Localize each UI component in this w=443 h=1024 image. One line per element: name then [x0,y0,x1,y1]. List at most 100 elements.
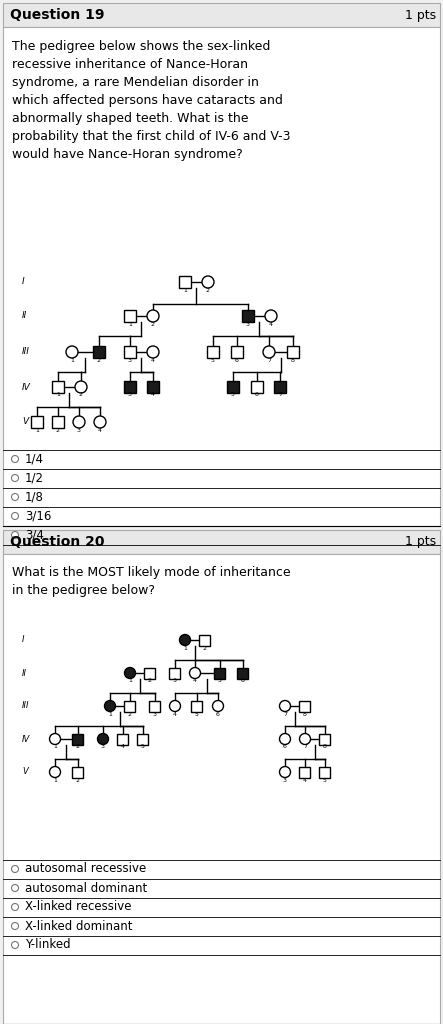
Text: 7: 7 [278,392,282,397]
Circle shape [12,531,19,539]
Text: 4: 4 [98,427,102,432]
Circle shape [50,767,61,777]
Text: 4: 4 [193,679,197,683]
Circle shape [263,346,275,358]
Text: 1: 1 [183,645,187,650]
Text: 5: 5 [195,712,199,717]
Text: X-linked dominant: X-linked dominant [25,920,132,933]
Bar [73,733,83,744]
Text: 3: 3 [101,744,105,750]
Bar [319,733,330,744]
Text: III: III [22,347,30,356]
Text: 4: 4 [269,322,273,327]
Text: 3: 3 [246,322,250,327]
Text: 2: 2 [76,744,80,750]
Bar [299,700,311,712]
Circle shape [94,416,106,428]
Text: 4: 4 [151,392,155,397]
Text: 1: 1 [56,392,60,397]
Text: 1: 1 [53,777,57,782]
Bar [93,346,105,358]
Bar [73,767,83,777]
Bar [124,700,136,712]
Text: 8: 8 [303,712,307,717]
Text: 4: 4 [121,744,125,750]
Bar [3,3,440,27]
Text: 3: 3 [128,357,132,362]
Circle shape [147,310,159,322]
Circle shape [75,381,87,393]
Bar [124,346,136,358]
Circle shape [12,941,19,948]
Text: 1: 1 [183,288,187,293]
Bar [3,27,440,526]
Bar [117,733,128,744]
Circle shape [97,733,109,744]
Bar [124,381,136,393]
Text: Question 19: Question 19 [10,8,105,22]
Text: autosomal recessive: autosomal recessive [25,862,146,876]
Bar [251,381,263,393]
Bar [191,700,202,712]
Text: 2: 2 [97,357,101,362]
Text: 6: 6 [255,392,259,397]
Circle shape [170,700,180,712]
Circle shape [12,903,19,910]
Bar [3,530,440,554]
Text: 7: 7 [283,712,287,717]
Bar [149,700,160,712]
Text: 1/4: 1/4 [25,453,44,466]
Text: 4: 4 [151,357,155,362]
Bar [52,416,64,428]
Circle shape [280,733,291,744]
Text: Y-linked: Y-linked [25,939,70,951]
Text: V: V [22,768,28,776]
Text: 2: 2 [79,392,83,397]
Bar [199,635,210,645]
Text: 3: 3 [153,712,157,717]
Text: 2: 2 [128,712,132,717]
Text: 2: 2 [151,322,155,327]
Text: 3/4: 3/4 [25,528,44,542]
Circle shape [12,512,19,519]
Text: 4: 4 [173,712,177,717]
Circle shape [12,494,19,501]
Circle shape [299,733,311,744]
Bar [52,381,64,393]
Text: 1: 1 [128,679,132,683]
Text: 1/2: 1/2 [25,471,44,484]
Bar [287,346,299,358]
Text: 1: 1 [35,427,39,432]
Text: 2: 2 [203,645,207,650]
Circle shape [12,456,19,463]
Text: 6: 6 [235,357,239,362]
Text: 4: 4 [303,777,307,782]
Text: 5: 5 [231,392,235,397]
Circle shape [202,276,214,288]
Text: The pedigree below shows the sex-linked
recessive inheritance of Nance-Horan
syn: The pedigree below shows the sex-linked … [12,40,291,161]
Bar [207,346,219,358]
Text: V: V [22,418,28,427]
Text: 7: 7 [303,744,307,750]
Bar [3,554,440,1024]
Text: 1: 1 [108,712,112,717]
Circle shape [12,923,19,930]
Bar [242,310,254,322]
Text: II: II [22,311,27,321]
Text: 3: 3 [77,427,81,432]
Text: 1: 1 [128,322,132,327]
Bar [227,381,239,393]
Circle shape [147,346,159,358]
Bar [231,346,243,358]
Bar [179,276,191,288]
Bar [31,416,43,428]
Text: 3: 3 [128,392,132,397]
Text: 6: 6 [241,679,245,683]
Text: X-linked recessive: X-linked recessive [25,900,132,913]
Text: autosomal dominant: autosomal dominant [25,882,147,895]
Text: 6: 6 [283,744,287,750]
Text: 1 pts: 1 pts [405,536,436,549]
Text: 6: 6 [216,712,220,717]
Circle shape [12,885,19,892]
Text: 1 pts: 1 pts [405,8,436,22]
